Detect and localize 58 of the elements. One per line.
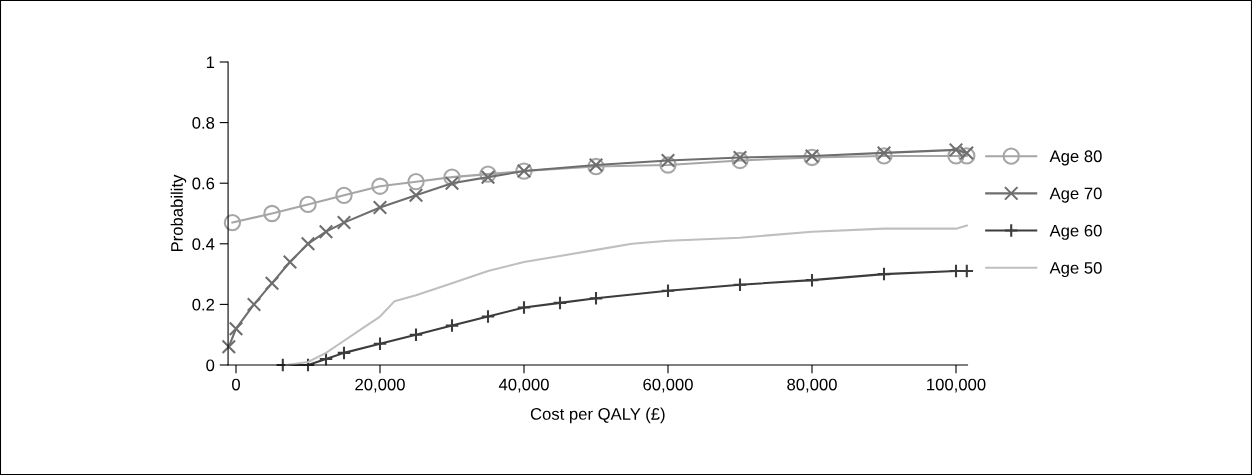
point xyxy=(732,277,748,292)
y-tick-label: 0.2 xyxy=(192,298,215,311)
point xyxy=(223,213,242,232)
x-tick-label: 20,000 xyxy=(355,378,405,393)
point xyxy=(875,147,893,165)
point xyxy=(336,215,352,230)
y-tick-label: 0.4 xyxy=(192,238,215,250)
legend-label: Age 70 xyxy=(1049,187,1102,203)
point xyxy=(660,153,676,168)
point xyxy=(246,297,262,312)
point xyxy=(372,336,388,352)
point xyxy=(335,186,353,204)
point xyxy=(588,291,604,306)
x-axis-title: Cost per QALY (£) xyxy=(530,407,665,424)
y-tick-label: 0 xyxy=(206,359,215,372)
point xyxy=(480,169,496,185)
point xyxy=(408,188,424,203)
point xyxy=(300,236,316,252)
point xyxy=(732,150,748,165)
x-tick-label: 60,000 xyxy=(643,378,693,393)
y-axis-title: Probability xyxy=(170,174,187,252)
y-tick-label: 0.8 xyxy=(192,117,215,129)
point xyxy=(480,309,496,324)
x-tick-label: 0 xyxy=(232,378,240,391)
point xyxy=(282,254,298,270)
point xyxy=(444,318,460,333)
point xyxy=(876,266,892,282)
legend-label: Age 80 xyxy=(1049,150,1102,166)
legend-label: Age 60 xyxy=(1049,224,1102,240)
point xyxy=(336,345,352,361)
point xyxy=(407,173,425,191)
point xyxy=(221,339,237,355)
point xyxy=(552,295,568,311)
point xyxy=(299,195,317,214)
point xyxy=(443,168,461,186)
point xyxy=(264,275,280,291)
x-tick-label: 80,000 xyxy=(787,378,837,393)
point xyxy=(263,204,281,223)
y-tick-label: 1 xyxy=(206,56,215,69)
point xyxy=(408,327,424,342)
y-tick-label: 0.6 xyxy=(192,177,215,190)
point xyxy=(444,175,460,191)
point xyxy=(947,147,965,165)
point xyxy=(228,321,244,336)
point xyxy=(804,272,820,288)
point xyxy=(660,283,676,299)
point xyxy=(371,177,389,195)
x-tick-label: 100,000 xyxy=(927,378,986,393)
point xyxy=(318,224,334,239)
point xyxy=(516,300,532,315)
legend-label: Age 50 xyxy=(1049,261,1102,278)
point xyxy=(659,156,677,174)
point xyxy=(731,151,749,170)
point xyxy=(318,351,334,367)
point xyxy=(876,145,892,161)
point xyxy=(372,200,388,215)
point xyxy=(479,165,497,183)
x-tick-label: 40,000 xyxy=(498,378,549,393)
